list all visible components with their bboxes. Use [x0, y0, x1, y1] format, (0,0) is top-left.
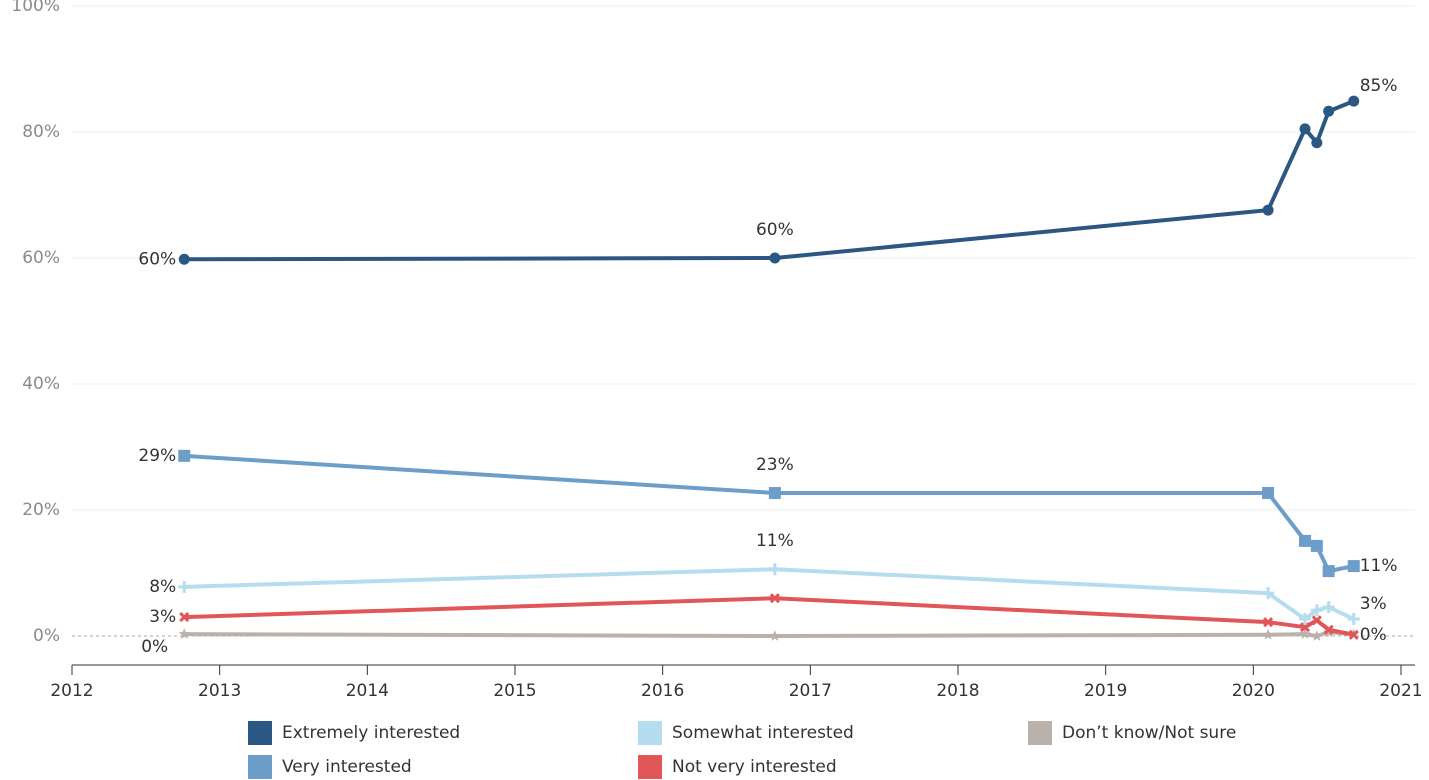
legend-swatch [638, 755, 662, 779]
x-tick-label: 2012 [50, 681, 93, 701]
marker [1311, 137, 1323, 149]
data-label: 60% [138, 249, 176, 269]
y-tick-label: 80% [22, 122, 60, 142]
marker [1299, 534, 1312, 547]
marker [1262, 628, 1274, 640]
y-tick-label: 40% [22, 374, 60, 394]
series: 0% [141, 626, 1360, 657]
marker [1310, 604, 1323, 617]
legend-label: Not very interested [672, 757, 837, 777]
marker [1347, 613, 1360, 626]
data-label: 29% [138, 446, 176, 466]
data-label: 3% [1360, 594, 1387, 614]
x-tick-label: 2021 [1379, 681, 1422, 701]
legend-label: Somewhat interested [672, 723, 854, 743]
marker [769, 252, 781, 264]
marker [1348, 95, 1360, 107]
marker [1322, 565, 1335, 578]
marker [1311, 615, 1322, 626]
line [184, 630, 1354, 639]
marker [1311, 630, 1323, 641]
y-tick-label: 0% [33, 626, 60, 646]
series: 8% 11% 3% [149, 531, 1387, 626]
marker [1262, 487, 1275, 500]
marker [769, 593, 780, 604]
marker [178, 628, 190, 639]
legend-swatch [1028, 721, 1052, 745]
marker [179, 612, 190, 623]
marker [769, 630, 781, 641]
data-label: 0% [1360, 625, 1387, 645]
marker [1310, 539, 1323, 552]
legend-label: Very interested [282, 757, 412, 777]
x-tick-label: 2018 [936, 681, 979, 701]
marker [1299, 123, 1311, 135]
marker [1262, 587, 1275, 600]
data-label: 85% [1360, 76, 1398, 96]
series: 3% 0% [149, 593, 1387, 645]
data-label: 60% [756, 220, 794, 240]
y-tick-label: 60% [22, 248, 60, 268]
legend-swatch [248, 755, 272, 779]
marker [1323, 105, 1335, 117]
legend-label: Don’t know/Not sure [1062, 723, 1236, 743]
marker [178, 580, 191, 593]
marker [1299, 622, 1311, 633]
x-tick-label: 2017 [789, 681, 832, 701]
marker [178, 253, 190, 265]
legend-label: Extremely interested [282, 723, 460, 743]
x-tick-label: 2020 [1232, 681, 1275, 701]
x-tick-label: 2013 [198, 681, 241, 701]
x-tick-label: 2016 [641, 681, 684, 701]
line [184, 596, 1355, 637]
data-label: 8% [149, 577, 176, 597]
marker [1263, 617, 1274, 628]
legend-swatch [638, 721, 662, 745]
marker [1322, 601, 1335, 614]
marker [1262, 204, 1274, 216]
marker [768, 563, 781, 576]
series: 29% 23% 11% [138, 446, 1398, 578]
data-label: 23% [756, 455, 794, 475]
series: 60% 60% 85% [138, 76, 1397, 269]
y-tick-label: 100% [11, 0, 60, 16]
data-label: 11% [756, 531, 794, 551]
x-tick-label: 2015 [493, 681, 536, 701]
marker [1299, 613, 1312, 626]
data-label: 3% [149, 607, 176, 627]
x-tick-label: 2019 [1084, 681, 1127, 701]
marker [1323, 624, 1334, 635]
data-label: 0% [141, 637, 168, 657]
marker [1348, 629, 1359, 640]
legend-swatch [248, 721, 272, 745]
marker [178, 449, 191, 462]
x-tick-label: 2014 [346, 681, 389, 701]
marker [768, 487, 781, 500]
marker [1299, 628, 1311, 639]
data-label: 11% [1360, 556, 1398, 576]
y-tick-label: 20% [22, 500, 60, 520]
marker [1347, 560, 1360, 573]
